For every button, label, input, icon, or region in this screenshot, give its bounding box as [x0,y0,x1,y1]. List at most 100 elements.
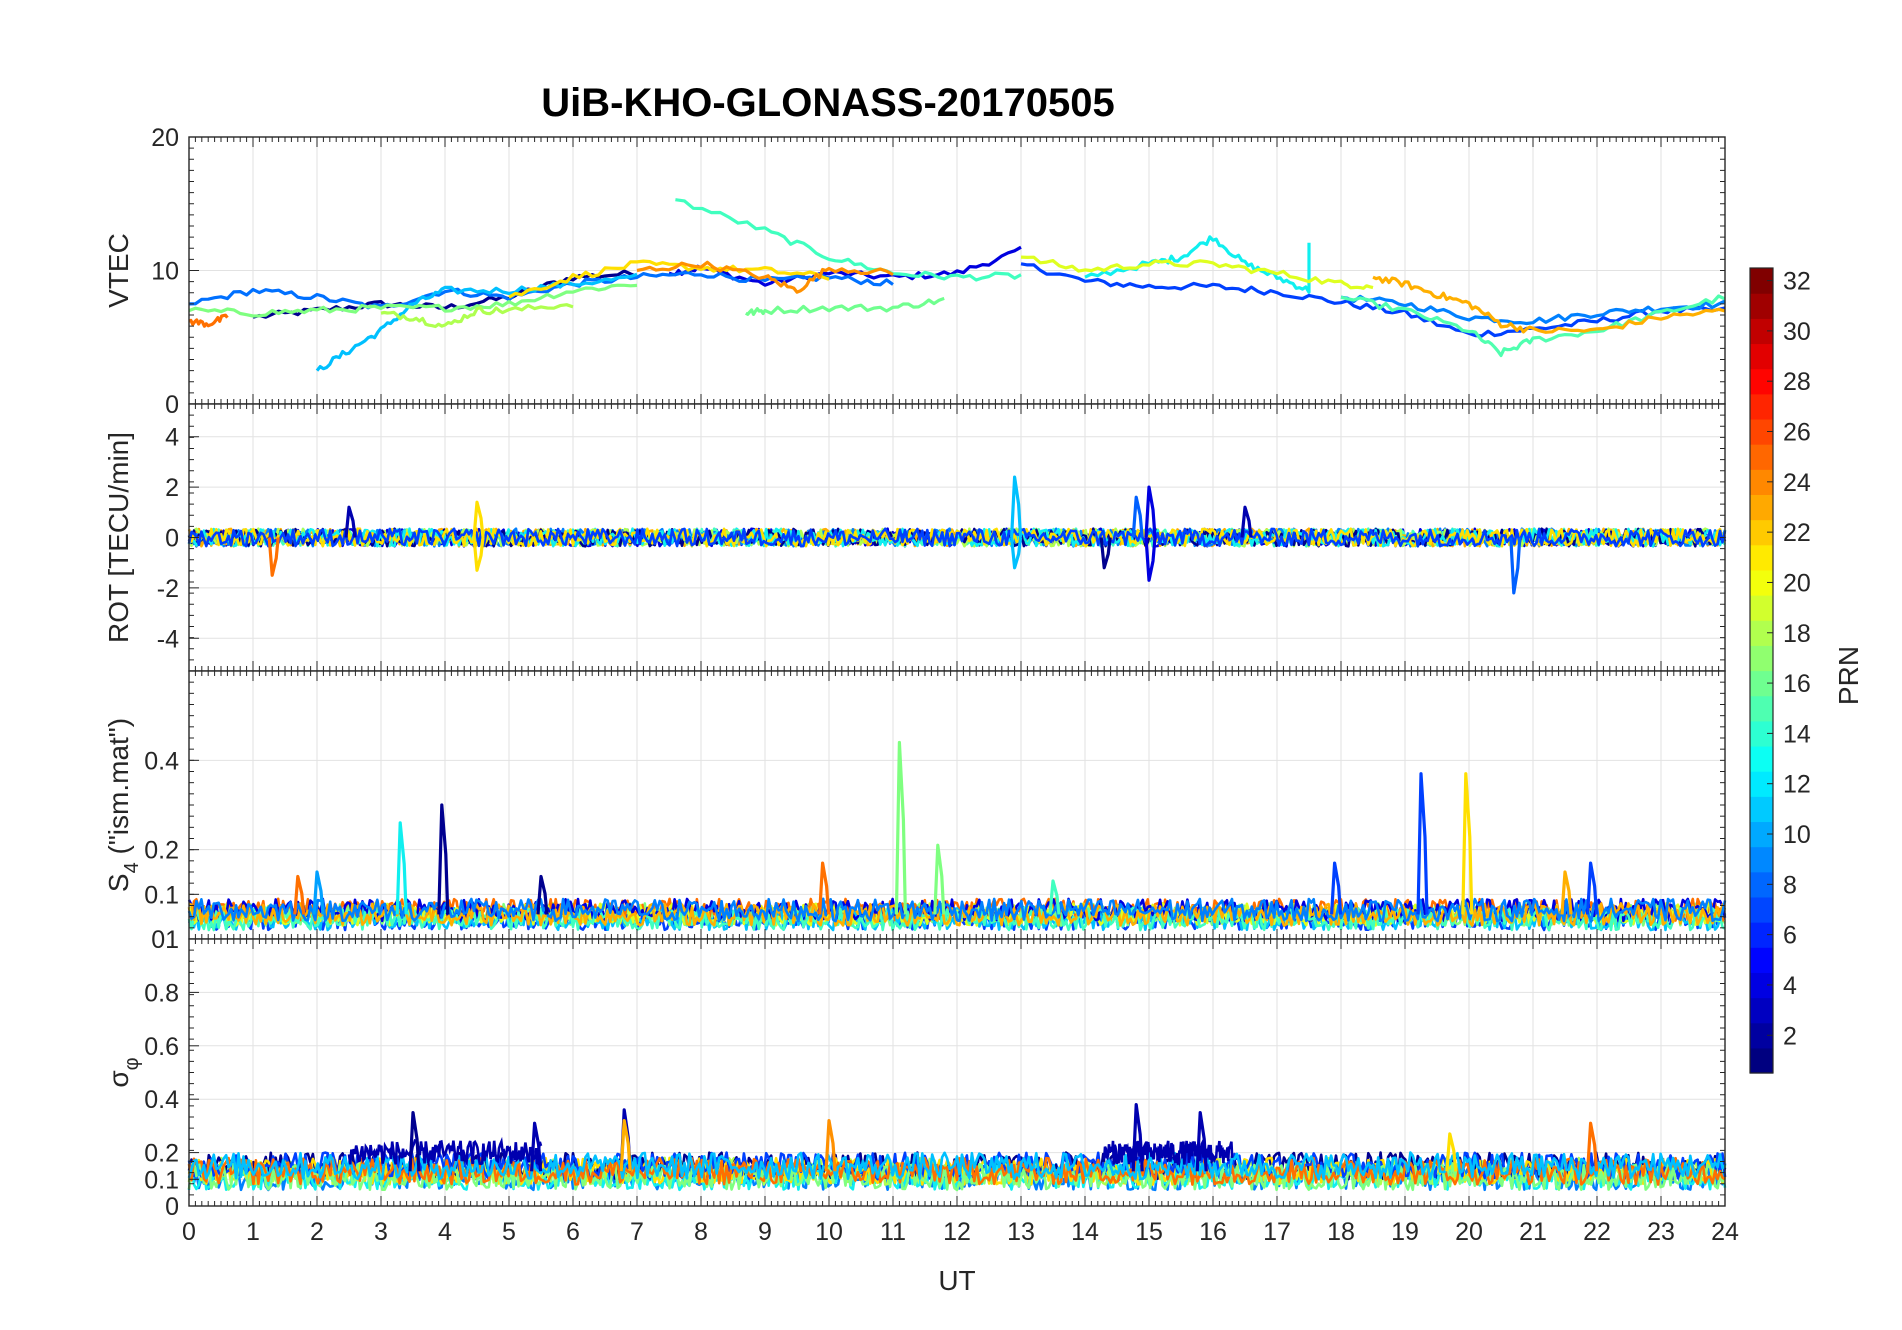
x-tick-label: 21 [1519,1218,1547,1246]
colorbar-segment [1750,997,1773,1024]
colorbar-label: PRN [1833,646,1864,705]
series-line [315,272,638,372]
y-tick-label: 0.1 [144,881,179,909]
colorbar-tick-label: 22 [1783,519,1811,547]
series-line [1020,255,1374,290]
spike-mark [267,537,280,577]
colorbar-segment [1750,368,1773,395]
spike-mark [1144,537,1157,582]
y-tick-label: -2 [157,575,179,603]
colorbar-segment [1750,595,1773,621]
y-tick-label: 0.1 [144,1166,179,1194]
y-tick-label: 0.4 [144,747,179,775]
spike-mark [1330,861,1343,915]
spike-mark [824,1118,837,1172]
series-line [1020,262,1726,338]
vtec-panel: 0 10 20 VTEC [103,124,1726,419]
y-tick-label: 0.8 [144,979,179,1007]
trace-line [187,897,1727,923]
y-label-sub: φ [121,1057,143,1070]
x-tick-label: 4 [438,1218,452,1246]
x-tick-label: 20 [1455,1218,1483,1246]
colorbar-segment [1750,645,1773,672]
y-tick-label: 20 [151,124,179,152]
colorbar-segment [1750,821,1773,848]
spike-mark [1586,861,1599,915]
x-tick-label: 22 [1583,1218,1611,1246]
x-tick-label: 5 [502,1218,516,1246]
x-axis-label: UT [938,1265,975,1296]
series-line [1340,294,1726,326]
y-tick-label: 10 [151,258,179,286]
y-tick-label: 2 [165,474,179,502]
y-tick-label: -4 [157,625,179,653]
colorbar-segment [1750,268,1773,294]
spike-mark [344,505,357,538]
colorbar-frame [1749,267,1774,1074]
x-tick-label: 6 [566,1218,580,1246]
chart-title: UiB-KHO-GLONASS-20170505 [541,81,1115,125]
spike-mark [933,843,946,915]
x-tick-label: 10 [815,1218,843,1246]
series-line [188,270,894,310]
spike-mark [894,740,907,915]
x-tick-label: 19 [1391,1218,1419,1246]
y-edge-label: 01 [151,926,179,954]
colorbar-segment [1750,569,1773,596]
colorbar-tick-label: 12 [1783,771,1811,799]
spike-mark [1131,495,1144,538]
y-axis-label: VTEC [103,233,134,308]
colorbar-segment [1750,972,1773,999]
trace-line [187,1151,1726,1181]
series-line [1340,294,1726,358]
colorbar-tick-label: 20 [1783,569,1811,597]
spike-mark [818,861,831,915]
y-label-rest: ("ism.mat") [103,718,134,862]
colorbar-segment [1750,343,1773,370]
x-tick-label: 12 [943,1218,971,1246]
spike-mark [472,500,485,538]
spike-mark [1586,1121,1599,1172]
spike-mark [312,870,325,915]
colorbar-segment [1750,469,1773,496]
series-line [188,313,229,328]
x-tick-label: 11 [880,1218,906,1246]
spike-mark [1144,485,1157,538]
spike-mark [1461,772,1474,915]
colorbar-segment [1750,444,1773,470]
y-tick-label: 0.4 [144,1086,179,1114]
spike-mark [1048,879,1061,915]
y-label-main: S [103,873,134,892]
colorbar-tick-label: 8 [1783,871,1797,899]
y-tick-label: 0 [165,1193,179,1221]
elevated-trace [347,1136,543,1167]
spike-mark [1010,475,1023,538]
series-line [380,303,574,329]
y-label-main: σ [103,1070,134,1087]
colorbar-tick-label: 24 [1783,469,1811,497]
x-tick-label: 18 [1327,1218,1355,1246]
colorbar-tick-label: 26 [1783,419,1811,447]
colorbar-segment [1750,695,1773,722]
colorbar-segment [1750,771,1773,797]
colorbar-segment [1750,1047,1773,1074]
elevated-trace [1102,1137,1234,1166]
spike-mark [437,803,450,915]
colorbar-segment [1750,720,1773,747]
x-tick-label: 15 [1135,1218,1163,1246]
colorbar-segment [1750,519,1773,546]
trace-line [188,527,1726,548]
x-tick-label: 2 [310,1218,324,1246]
colorbar-segment [1750,745,1773,772]
colorbar-segment [1750,796,1773,823]
x-tick-label: 0 [182,1218,196,1246]
colorbar-tick-label: 28 [1783,368,1811,396]
colorbar-segment [1750,620,1773,646]
spike-mark [293,874,306,915]
x-tick-label: 8 [694,1218,708,1246]
spike-mark [1240,505,1253,538]
colorbar-segment [1750,922,1773,948]
